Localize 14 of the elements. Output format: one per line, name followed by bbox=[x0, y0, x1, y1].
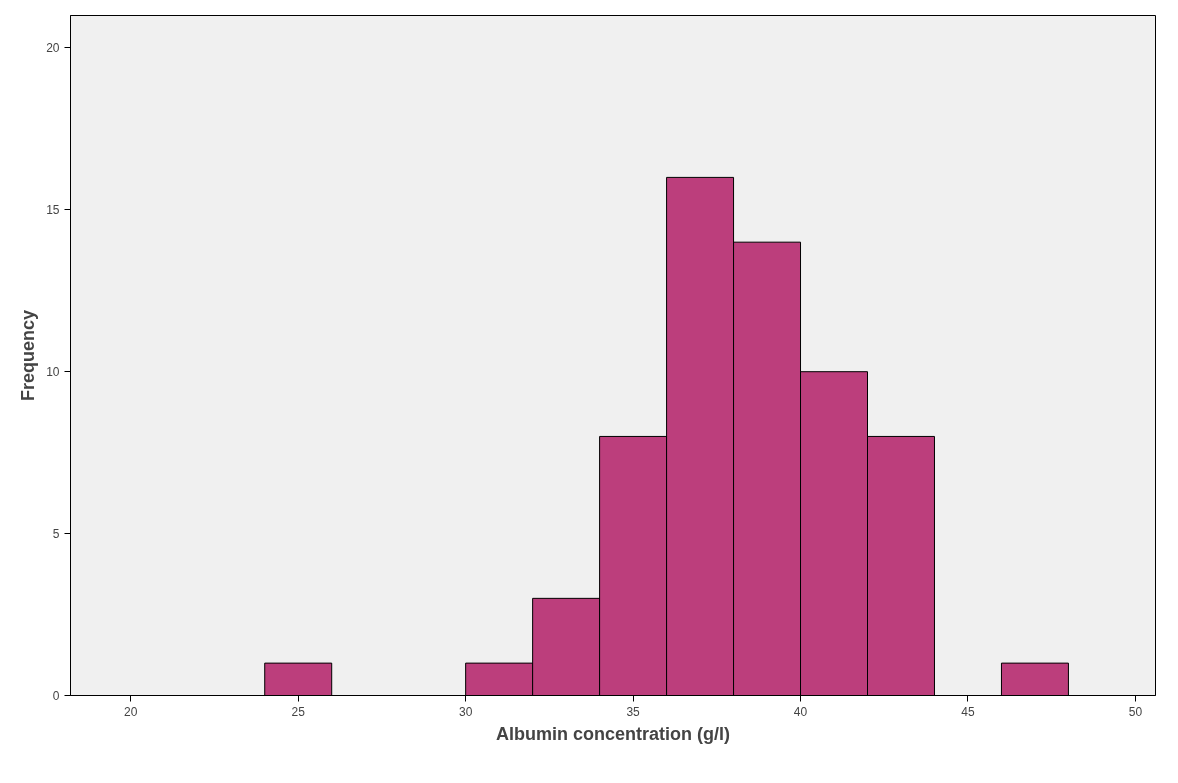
y-tick-label: 15 bbox=[46, 203, 60, 218]
x-tick-label: 30 bbox=[458, 704, 473, 719]
y-tick-label: 5 bbox=[52, 527, 60, 542]
y-tick-label: 10 bbox=[46, 365, 60, 380]
y-axis-title: Frequency bbox=[18, 309, 39, 402]
x-tick-label: 25 bbox=[291, 704, 306, 719]
x-tick-label: 20 bbox=[124, 704, 138, 719]
y-tick-label: 20 bbox=[46, 41, 60, 56]
x-tick-label: 50 bbox=[1128, 704, 1143, 719]
x-axis-title: Albumin concentration (g/l) bbox=[496, 723, 730, 744]
x-tick-label: 40 bbox=[793, 704, 808, 719]
y-tick-label: 0 bbox=[52, 689, 60, 703]
x-tick-label: 45 bbox=[961, 704, 975, 719]
x-tick-label: 35 bbox=[626, 704, 641, 719]
